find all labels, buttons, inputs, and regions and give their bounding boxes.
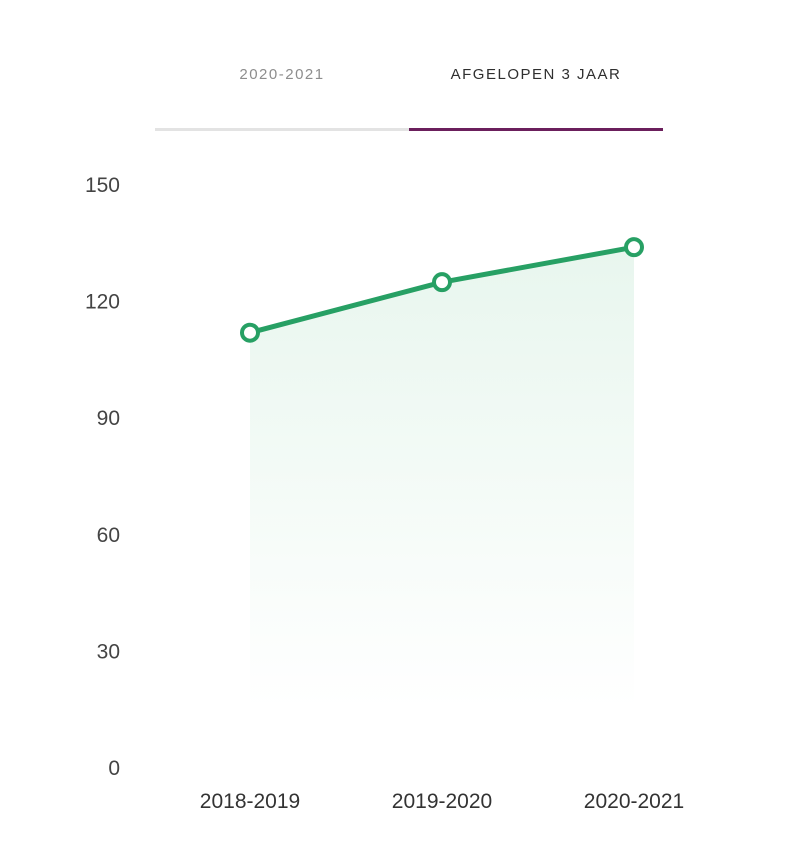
tab-label: 2020-2021 xyxy=(239,66,325,83)
period-tabs: 2020-2021 AFGELOPEN 3 JAAR xyxy=(155,0,663,131)
tab-label: AFGELOPEN 3 JAAR xyxy=(450,66,622,83)
y-tick-label: 120 xyxy=(85,291,120,314)
x-tick-label: 2018-2019 xyxy=(200,790,300,813)
x-tick-label: 2019-2020 xyxy=(392,790,492,813)
tab-underline xyxy=(155,128,409,131)
y-tick-label: 90 xyxy=(97,407,120,430)
tab-2020-2021[interactable]: 2020-2021 xyxy=(155,0,409,131)
y-tick-label: 30 xyxy=(97,640,120,663)
data-point[interactable] xyxy=(432,272,452,293)
y-tick-label: 150 xyxy=(85,174,120,197)
y-tick-label: 0 xyxy=(108,757,120,780)
x-axis: 2018-2019 2019-2020 2020-2021 xyxy=(200,790,684,813)
y-axis: 0 30 60 90 120 150 xyxy=(85,174,120,780)
tab-last-3-years[interactable]: AFGELOPEN 3 JAAR xyxy=(409,0,663,131)
x-tick-label: 2020-2021 xyxy=(584,790,684,813)
y-tick-label: 60 xyxy=(97,524,120,547)
area-fill xyxy=(250,247,634,709)
data-point[interactable] xyxy=(624,237,644,258)
tab-underline-active xyxy=(409,128,663,131)
data-points xyxy=(240,237,644,343)
data-point[interactable] xyxy=(240,322,260,343)
